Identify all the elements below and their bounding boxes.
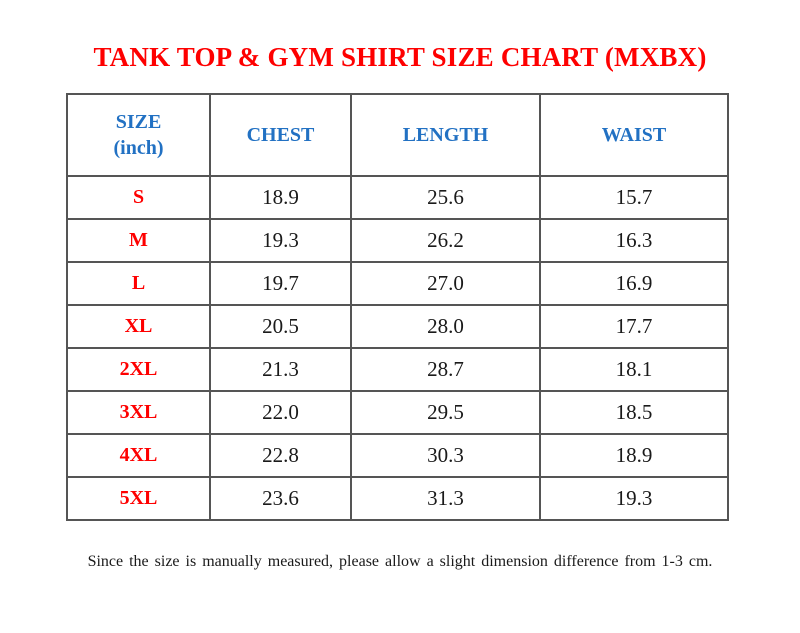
waist-value: 16.3 xyxy=(539,218,729,263)
size-label: 5XL xyxy=(66,476,211,521)
table-row-4xl: 4XL 22.8 30.3 18.9 xyxy=(66,433,729,478)
size-label: 2XL xyxy=(66,347,211,392)
length-value: 28.0 xyxy=(350,304,541,349)
length-value: 29.5 xyxy=(350,390,541,435)
column-header-chest: CHEST xyxy=(209,93,352,177)
size-chart-table: SIZE (inch) CHEST LENGTH WAIST S 18.9 25… xyxy=(66,93,729,521)
chest-value: 20.5 xyxy=(209,304,352,349)
table-row-xl: XL 20.5 28.0 17.7 xyxy=(66,304,729,349)
chest-value: 22.0 xyxy=(209,390,352,435)
column-header-waist: WAIST xyxy=(539,93,729,177)
chest-value: 18.9 xyxy=(209,175,352,220)
size-label: L xyxy=(66,261,211,306)
size-label: M xyxy=(66,218,211,263)
table-row-2xl: 2XL 21.3 28.7 18.1 xyxy=(66,347,729,392)
table-row-l: L 19.7 27.0 16.9 xyxy=(66,261,729,306)
waist-value: 16.9 xyxy=(539,261,729,306)
size-label: S xyxy=(66,175,211,220)
table-row-s: S 18.9 25.6 15.7 xyxy=(66,175,729,220)
waist-value: 15.7 xyxy=(539,175,729,220)
size-label: 4XL xyxy=(66,433,211,478)
waist-value: 18.1 xyxy=(539,347,729,392)
length-value: 26.2 xyxy=(350,218,541,263)
chest-value: 19.7 xyxy=(209,261,352,306)
length-value: 31.3 xyxy=(350,476,541,521)
column-header-length: LENGTH xyxy=(350,93,541,177)
length-value: 30.3 xyxy=(350,433,541,478)
table-row-3xl: 3XL 22.0 29.5 18.5 xyxy=(66,390,729,435)
chest-value: 22.8 xyxy=(209,433,352,478)
size-label: 3XL xyxy=(66,390,211,435)
column-header-size: SIZE (inch) xyxy=(66,93,211,177)
size-chart-header-row: SIZE (inch) CHEST LENGTH WAIST xyxy=(66,93,729,177)
size-label: XL xyxy=(66,304,211,349)
chest-value: 23.6 xyxy=(209,476,352,521)
length-value: 27.0 xyxy=(350,261,541,306)
table-row-m: M 19.3 26.2 16.3 xyxy=(66,218,729,263)
waist-value: 17.7 xyxy=(539,304,729,349)
waist-value: 19.3 xyxy=(539,476,729,521)
waist-value: 18.9 xyxy=(539,433,729,478)
chest-value: 19.3 xyxy=(209,218,352,263)
footnote: Since the size is manually measured, ple… xyxy=(87,553,713,570)
chest-value: 21.3 xyxy=(209,347,352,392)
length-value: 25.6 xyxy=(350,175,541,220)
table-row-5xl: 5XL 23.6 31.3 19.3 xyxy=(66,476,729,521)
length-value: 28.7 xyxy=(350,347,541,392)
waist-value: 18.5 xyxy=(539,390,729,435)
page-title: TANK TOP & GYM SHIRT SIZE CHART (MXBX) xyxy=(93,42,707,72)
